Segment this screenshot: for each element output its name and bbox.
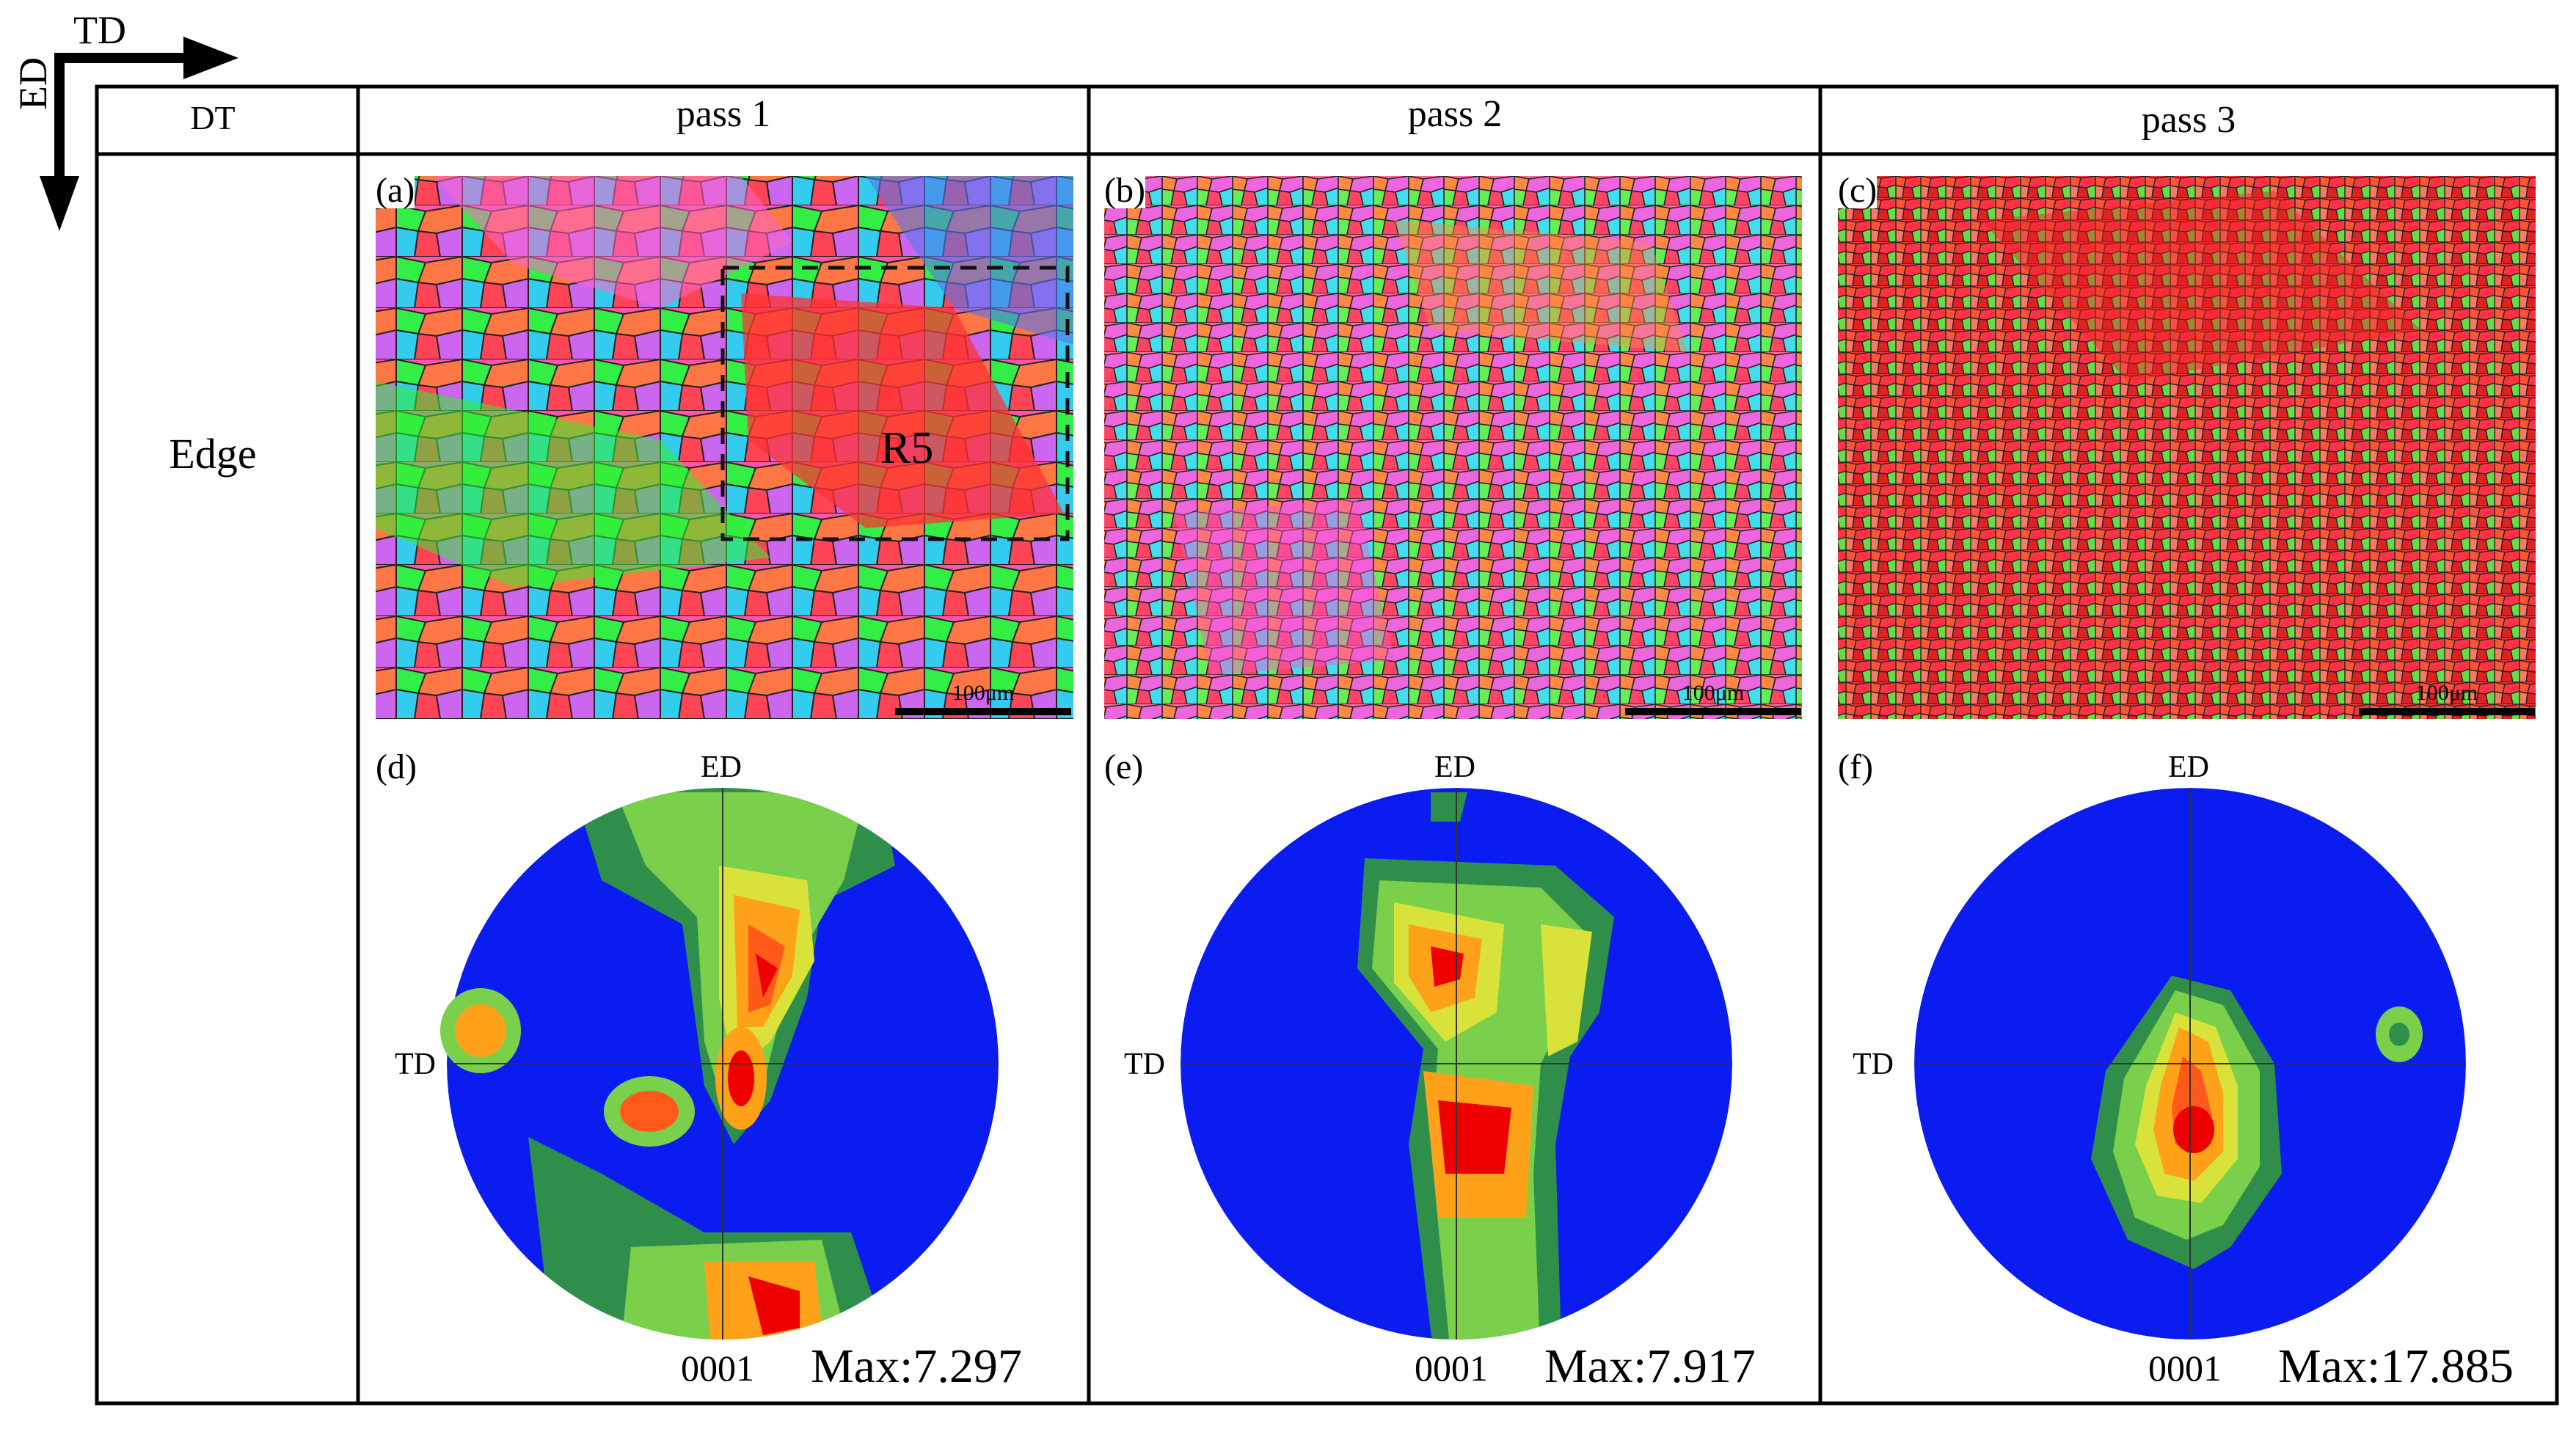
map-tag-b: (b) [1104, 171, 1145, 210]
pole-top-label-f: ED [2168, 750, 2209, 784]
header-pass-2: pass 2 [1407, 93, 1503, 135]
max-label-f: Max:17.885 [2278, 1340, 2514, 1393]
ed-axis-label: ED [11, 57, 55, 110]
pole-left-label-d: TD [395, 1048, 436, 1081]
max-label-d: Max:7.297 [811, 1340, 1022, 1393]
pole-bottom-label-f: 0001 [2148, 1348, 2222, 1389]
td-axis-label: TD [73, 8, 126, 52]
pole-left-label-f: TD [1853, 1048, 1894, 1081]
pole-left-label-e: TD [1124, 1048, 1165, 1081]
region-label-r5: R5 [880, 423, 934, 473]
header-pass-3: pass 3 [2141, 99, 2236, 141]
pole-top-label-e: ED [1434, 750, 1475, 784]
pole-bottom-label-e: 0001 [1415, 1348, 1488, 1389]
map-tag-a: (a) [376, 171, 415, 210]
pole-figure-f [1914, 788, 2466, 1340]
pole-tag-e: (e) [1104, 748, 1144, 786]
ebsd-map-c [1838, 176, 2536, 719]
pole-figure-d [440, 788, 999, 1340]
pole-top-label-d: ED [701, 750, 742, 784]
ebsd-map-a [376, 176, 1073, 719]
table-frame [95, 84, 2559, 1406]
header-dt: DT [190, 99, 236, 136]
pole-tag-d: (d) [376, 748, 417, 786]
pole-bottom-label-d: 0001 [681, 1348, 754, 1389]
header-pass-1: pass 1 [676, 93, 771, 135]
scale-bar-label-c: 100μm [2415, 681, 2478, 705]
pole-tag-f: (f) [1838, 748, 1873, 786]
axis-arrows [40, 37, 238, 231]
scale-bar-label-a: 100μm [952, 681, 1015, 705]
map-tag-c: (c) [1838, 171, 1878, 210]
ebsd-map-b [1104, 176, 1802, 719]
row-label-edge: Edge [169, 430, 257, 478]
scale-bar-label-b: 100μm [1682, 681, 1745, 705]
pole-figure-e [1181, 788, 1732, 1340]
max-label-e: Max:7.917 [1544, 1340, 1756, 1393]
